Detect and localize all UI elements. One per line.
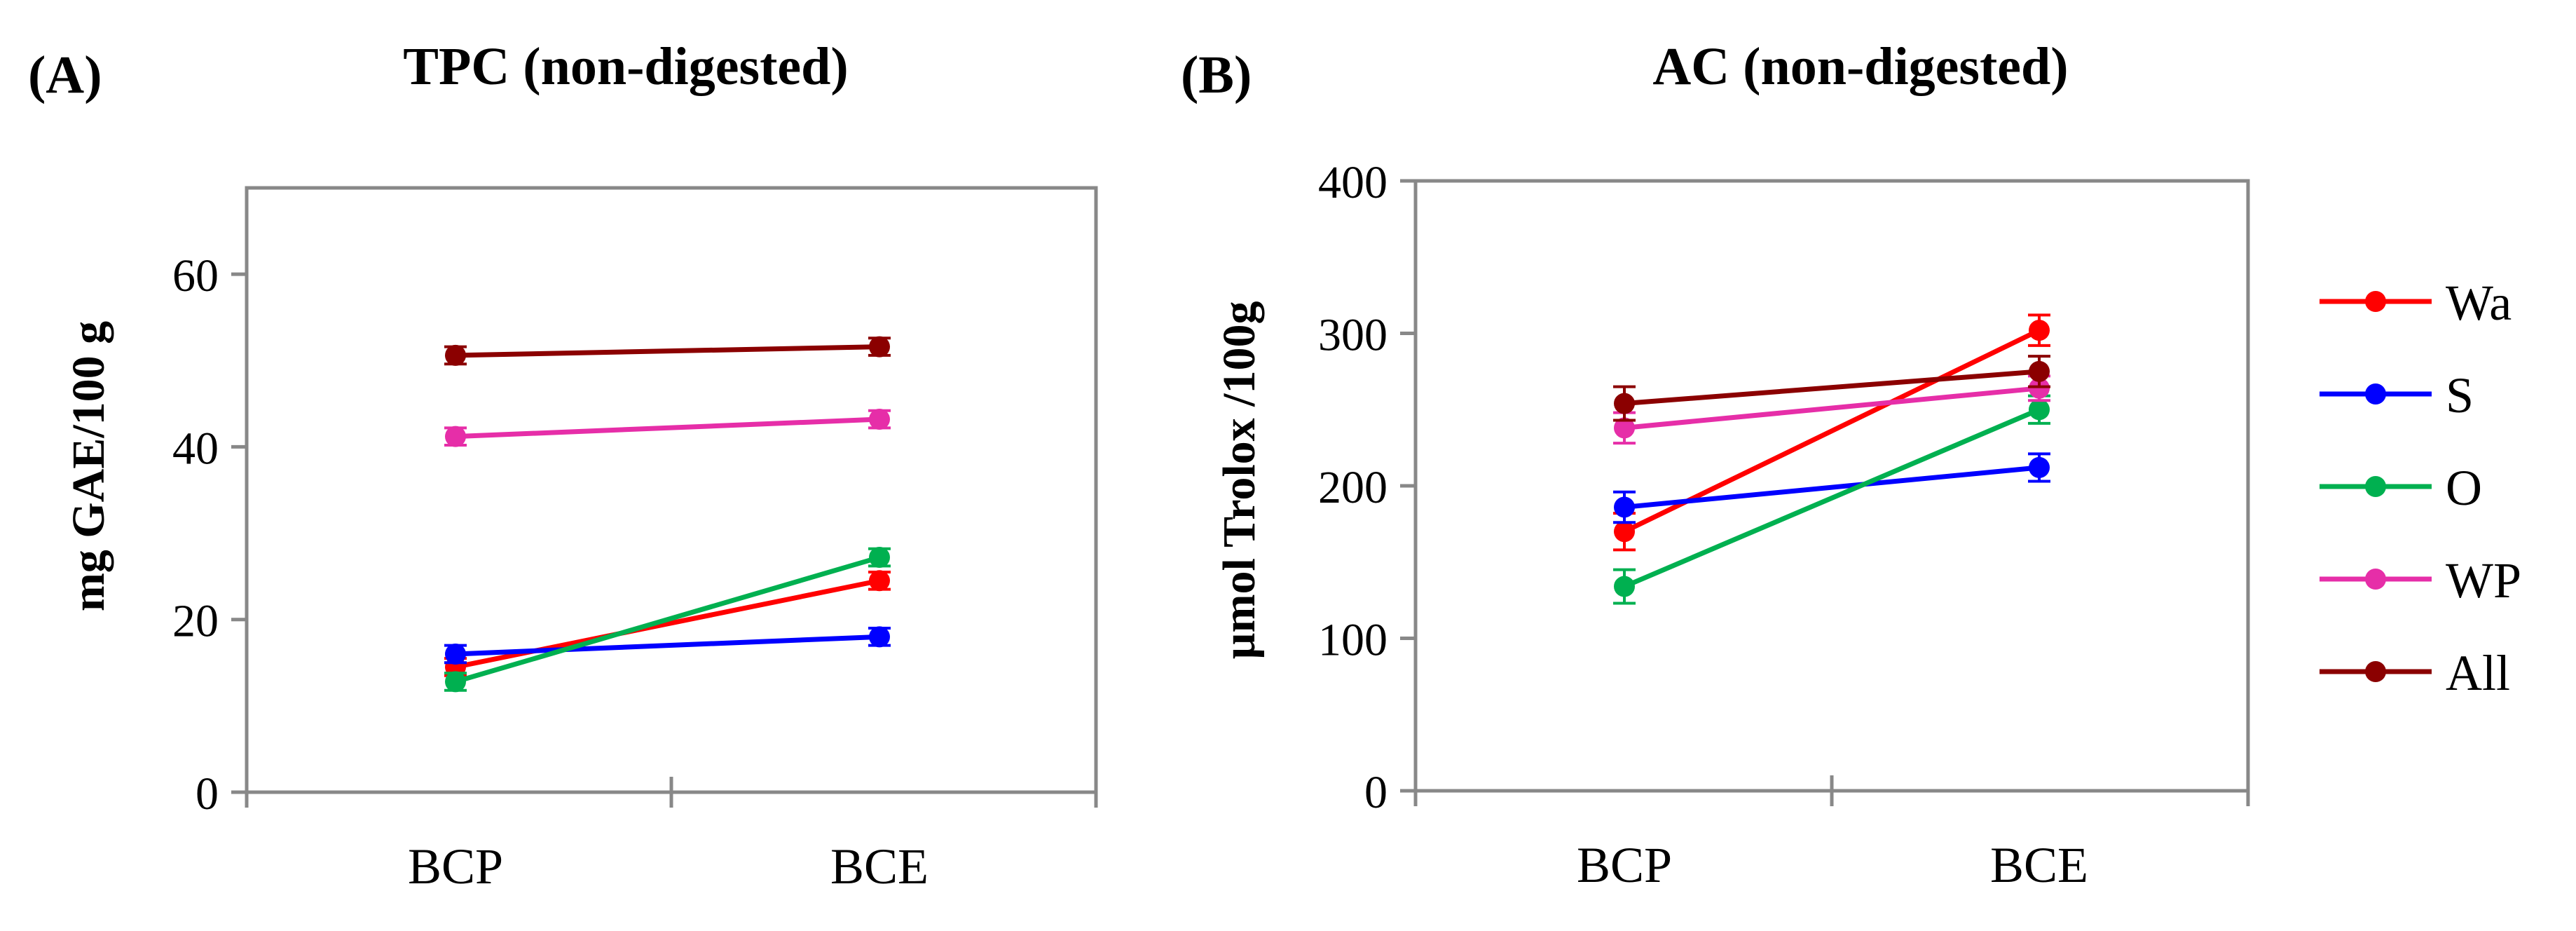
legend-item-wp-label: WP bbox=[2446, 552, 2521, 609]
panel-b-y-tick-label: 100 bbox=[1318, 615, 1388, 666]
panel-b-x-tick-label: BCP bbox=[1577, 837, 1672, 893]
panel-b-series-s-line bbox=[1624, 465, 2040, 510]
panel-a-x-tick-label: BCE bbox=[830, 838, 929, 895]
panel-b-series-wa-line bbox=[1623, 328, 2041, 534]
panel-b-series-o-point bbox=[2029, 399, 2050, 421]
panel-b-series-wa-point bbox=[2029, 320, 2050, 341]
panel-a-x-tick-label: BCP bbox=[408, 838, 503, 895]
legend-item-all-label: All bbox=[2446, 645, 2510, 701]
legend-item-wa-label: Wa bbox=[2446, 275, 2512, 331]
legend-item-s-label: S bbox=[2446, 367, 2474, 423]
panel-b-y-tick-label: 200 bbox=[1318, 462, 1388, 513]
panel-b-y-tick-label: 0 bbox=[1364, 767, 1388, 818]
panel-a-series-all-point bbox=[869, 336, 890, 358]
panel-b-series-s-point bbox=[2029, 456, 2050, 478]
panel-a-series-o-line bbox=[455, 555, 880, 684]
panel-a-axes: 0 20 40 60 BCP BCE bbox=[172, 250, 1098, 895]
panel-a-series-o-point bbox=[445, 671, 466, 693]
panel-a-series-all-point bbox=[445, 344, 466, 366]
panel-b-series-all-point bbox=[1614, 393, 1635, 414]
panel-a-series-wp-point bbox=[869, 409, 890, 430]
legend: Wa SO WP All bbox=[2320, 275, 2521, 701]
legend-item-o-label: O bbox=[2446, 460, 2482, 516]
legend-item-o-marker bbox=[2365, 476, 2386, 497]
legend-item-s-marker bbox=[2365, 383, 2386, 405]
panel-b: (B) AC (non-digested) µmol Trolox /100g … bbox=[1181, 37, 2250, 893]
panel-a-series-wp-point bbox=[445, 426, 466, 447]
panel-a-y-tick-label: 20 bbox=[172, 596, 219, 647]
panel-a-series-s-line bbox=[455, 634, 880, 657]
panel-a-series-all-line bbox=[455, 344, 880, 358]
panel-b-series-all-point bbox=[2029, 360, 2050, 382]
panel-b-x-tick-label: BCE bbox=[1990, 837, 2088, 893]
panel-b-series-wa-point bbox=[1614, 521, 1635, 543]
panel-b-series-group bbox=[1613, 313, 2050, 605]
panel-b-label: (B) bbox=[1181, 46, 1252, 104]
panel-a-series-group bbox=[444, 336, 891, 693]
panel-a-series-s-point bbox=[445, 643, 466, 665]
panel-b-y-axis-label: µmol Trolox /100g bbox=[1214, 301, 1265, 659]
panel-b-y-tick-label: 400 bbox=[1318, 157, 1388, 208]
legend-item-wa-marker bbox=[2365, 291, 2386, 312]
panel-b-series-o-line bbox=[1623, 407, 2041, 589]
panel-a-title: TPC (non-digested) bbox=[403, 37, 848, 96]
panel-b-series-wp-line bbox=[1624, 386, 2040, 430]
panel-b-series-wp-point bbox=[2029, 377, 2050, 399]
panel-a: (A) TPC (non-digested) mg GAE/100 g 0 20 4… bbox=[28, 37, 1098, 895]
panel-b-series-s-point bbox=[1614, 496, 1635, 518]
panel-b-title: AC (non-digested) bbox=[1652, 37, 2068, 96]
panel-a-series-s-point bbox=[869, 626, 890, 648]
panel-b-y-tick-label: 300 bbox=[1318, 310, 1388, 361]
panel-a-plot-frame bbox=[245, 186, 1098, 794]
panel-a-series-o-point bbox=[869, 547, 890, 569]
legend-item-wp-marker bbox=[2365, 569, 2386, 590]
panel-b-axes: 0 100 200 300 400 BCP BCE bbox=[1318, 157, 2250, 893]
panel-a-y-axis-label: mg GAE/100 g bbox=[63, 321, 114, 611]
panel-a-y-tick-label: 60 bbox=[172, 250, 219, 301]
panel-b-series-o-point bbox=[1614, 576, 1635, 597]
panel-b-series-wp-point bbox=[1614, 417, 1635, 439]
panel-a-series-wp-line bbox=[455, 416, 880, 440]
panel-a-series-wa-line bbox=[455, 578, 880, 670]
panel-b-series-all-line bbox=[1624, 369, 2040, 407]
panel-a-label: (A) bbox=[28, 46, 102, 104]
panel-a-series-wa-point bbox=[869, 570, 890, 592]
panel-a-y-tick-label: 40 bbox=[172, 423, 219, 474]
panel-a-y-tick-label: 0 bbox=[196, 768, 219, 820]
legend-item-all-marker bbox=[2365, 661, 2386, 682]
